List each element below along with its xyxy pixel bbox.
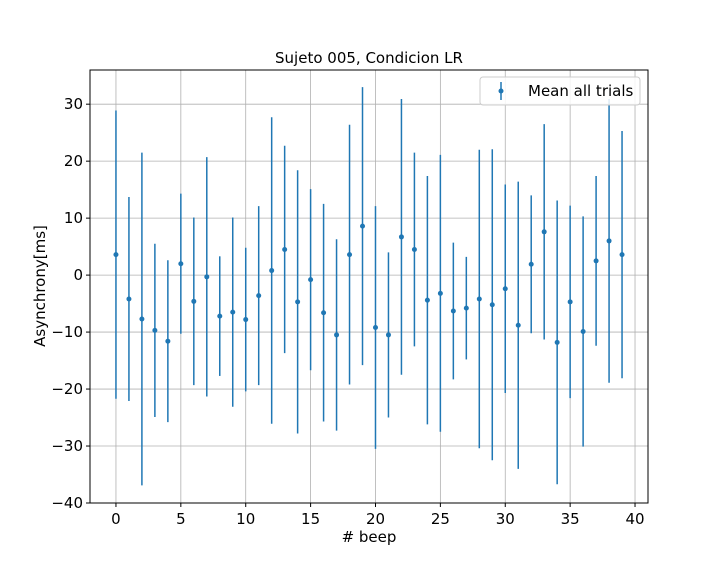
data-point — [230, 309, 236, 315]
legend: Mean all trials — [479, 76, 641, 106]
y-tick-label: 30 — [64, 95, 83, 113]
data-point — [113, 252, 119, 258]
data-point — [152, 327, 158, 333]
error-bars — [115, 87, 623, 486]
data-point — [178, 261, 184, 267]
data-point — [411, 246, 417, 252]
y-axis-ticks: −40 −30 −20 −10 0 10 20 30 — [51, 95, 90, 512]
data-point — [243, 317, 249, 323]
x-tick-label: 15 — [301, 510, 320, 528]
data-point — [567, 299, 573, 305]
x-tick-label: 10 — [236, 510, 255, 528]
y-tick-label: −20 — [51, 380, 83, 398]
x-tick-label: 20 — [366, 510, 385, 528]
chart-title: Sujeto 005, Condicion LR — [275, 49, 463, 67]
data-point — [528, 261, 534, 267]
x-tick-label: 40 — [625, 510, 644, 528]
data-point — [126, 296, 132, 302]
data-point — [489, 302, 495, 308]
data-point — [269, 268, 275, 274]
data-point — [334, 332, 340, 338]
y-tick-label: 10 — [64, 209, 83, 227]
data-point — [372, 325, 378, 331]
data-point — [515, 322, 521, 328]
data-point — [593, 258, 599, 264]
data-point — [191, 298, 197, 304]
data-point — [463, 305, 469, 311]
data-point — [204, 274, 210, 280]
data-point — [437, 290, 443, 296]
x-axis-ticks: 0 5 10 15 20 25 30 35 40 — [111, 503, 645, 528]
data-point — [139, 316, 145, 322]
data-point — [347, 252, 353, 258]
data-point — [450, 308, 456, 314]
data-point — [541, 229, 547, 235]
legend-box — [479, 76, 641, 106]
data-point — [217, 313, 223, 319]
x-axis-label: # beep — [342, 528, 397, 546]
data-point — [424, 297, 430, 303]
data-point — [476, 296, 482, 302]
data-point — [554, 339, 560, 345]
data-point — [282, 246, 288, 252]
y-tick-label: −30 — [51, 437, 83, 455]
x-tick-label: 0 — [111, 510, 121, 528]
legend-label: Mean all trials — [528, 82, 634, 100]
data-point — [256, 293, 262, 299]
data-point — [165, 338, 171, 344]
y-axis-label: Asynchrony[ms] — [31, 225, 49, 347]
data-point — [321, 310, 327, 316]
y-tick-label: −10 — [51, 323, 83, 341]
data-point — [360, 223, 366, 229]
data-point — [308, 277, 314, 283]
data-point — [619, 252, 625, 258]
y-tick-label: 0 — [73, 266, 83, 284]
x-tick-label: 25 — [431, 510, 450, 528]
y-tick-label: 20 — [64, 152, 83, 170]
data-point — [606, 238, 612, 244]
plot-frame — [89, 69, 649, 504]
y-tick-label: −40 — [51, 494, 83, 512]
legend-marker — [498, 88, 504, 94]
grid — [90, 70, 648, 504]
data-point — [398, 234, 404, 240]
data-points — [113, 223, 625, 345]
data-point — [295, 299, 301, 305]
data-point — [580, 329, 586, 335]
x-tick-label: 35 — [561, 510, 580, 528]
x-tick-label: 5 — [176, 510, 186, 528]
data-point — [385, 332, 391, 338]
data-point — [502, 286, 508, 292]
x-tick-label: 30 — [496, 510, 515, 528]
